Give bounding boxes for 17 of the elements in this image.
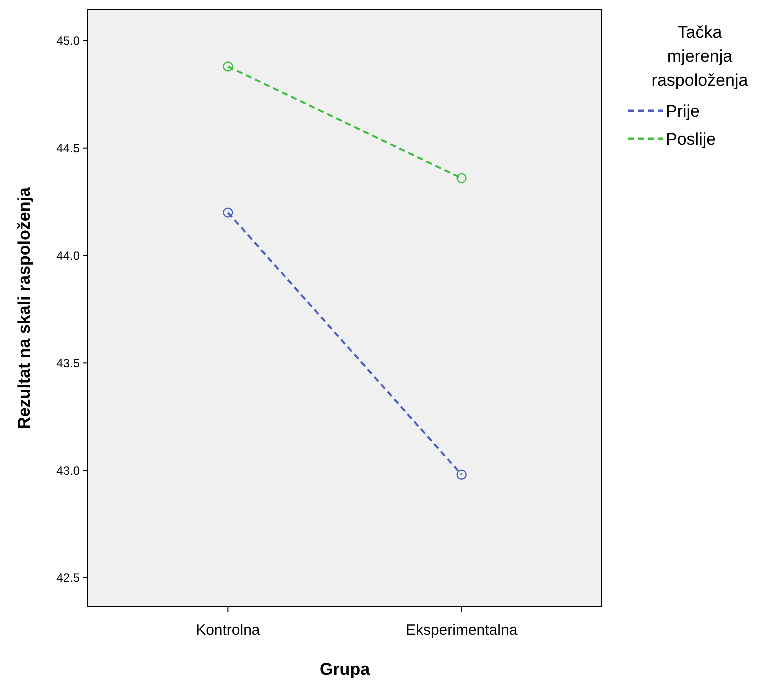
legend-label: Prije (666, 102, 700, 121)
legend-label: Poslije (666, 130, 716, 149)
legend-title: Tačka mjerenja raspoloženja (652, 23, 749, 90)
y-tick-label: 43.0 (56, 464, 80, 478)
y-tick-label: 44.0 (56, 248, 80, 263)
y-tick-label: 44.5 (56, 142, 80, 156)
x-tick-label: Eksperimentalna (406, 622, 518, 639)
y-tick-label: 43.5 (56, 356, 80, 370)
point (223, 208, 234, 218)
x-axis-title: Grupa (320, 660, 371, 679)
point (223, 62, 234, 72)
y-axis-title: Rezultat na skali raspoloženja (15, 187, 34, 430)
point (456, 470, 467, 480)
x-tick-label: Kontrolna (196, 622, 261, 639)
y-tick-label: 45.0 (56, 34, 80, 48)
point (456, 173, 467, 184)
y-tick-label: 42.5 (56, 571, 80, 586)
